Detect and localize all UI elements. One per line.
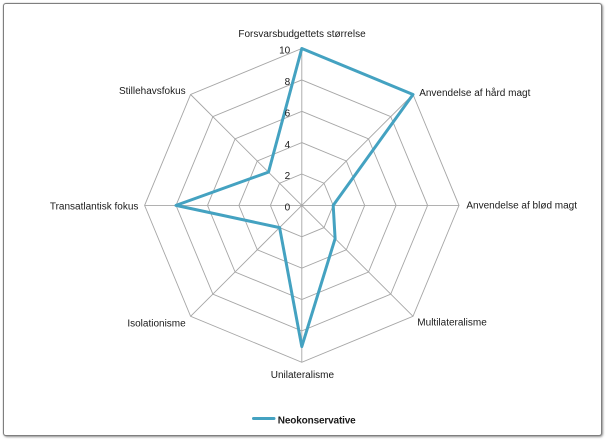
svg-text:Multilateralisme: Multilateralisme (417, 317, 487, 328)
svg-text:2: 2 (285, 171, 291, 182)
svg-text:Anvendelse af blød magt: Anvendelse af blød magt (466, 201, 577, 212)
svg-text:Neokonservative: Neokonservative (278, 415, 356, 426)
svg-text:Stillehavsfokus: Stillehavsfokus (119, 86, 186, 97)
svg-text:8: 8 (285, 77, 291, 88)
svg-text:0: 0 (285, 203, 291, 214)
svg-text:Anvendelse af hård magt: Anvendelse af hård magt (419, 87, 530, 99)
svg-text:Transatlantisk fokus: Transatlantisk fokus (50, 202, 139, 213)
svg-text:6: 6 (285, 108, 291, 119)
svg-text:Forsvarsbudgettets størrelse: Forsvarsbudgettets størrelse (238, 29, 366, 40)
svg-text:4: 4 (285, 140, 291, 151)
svg-text:Unilateralisme: Unilateralisme (271, 370, 335, 381)
svg-text:10: 10 (279, 46, 291, 57)
svg-text:Isolationisme: Isolationisme (127, 319, 186, 330)
